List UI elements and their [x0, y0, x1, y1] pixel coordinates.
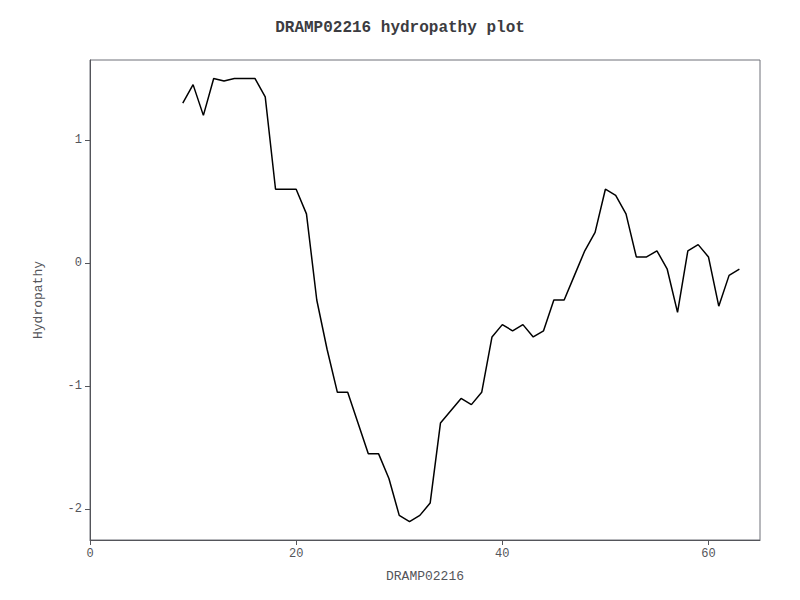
svg-text:0: 0 — [75, 256, 82, 270]
svg-text:-1: -1 — [68, 379, 82, 393]
svg-text:1: 1 — [75, 133, 82, 147]
svg-text:20: 20 — [289, 547, 303, 561]
svg-text:Hydropathy: Hydropathy — [31, 261, 46, 339]
svg-text:40: 40 — [495, 547, 509, 561]
svg-text:0: 0 — [86, 547, 93, 561]
svg-text:-2: -2 — [68, 502, 82, 516]
svg-text:DRAMP02216 hydropathy plot: DRAMP02216 hydropathy plot — [275, 19, 525, 37]
svg-text:DRAMP02216: DRAMP02216 — [386, 569, 464, 584]
svg-text:60: 60 — [701, 547, 715, 561]
